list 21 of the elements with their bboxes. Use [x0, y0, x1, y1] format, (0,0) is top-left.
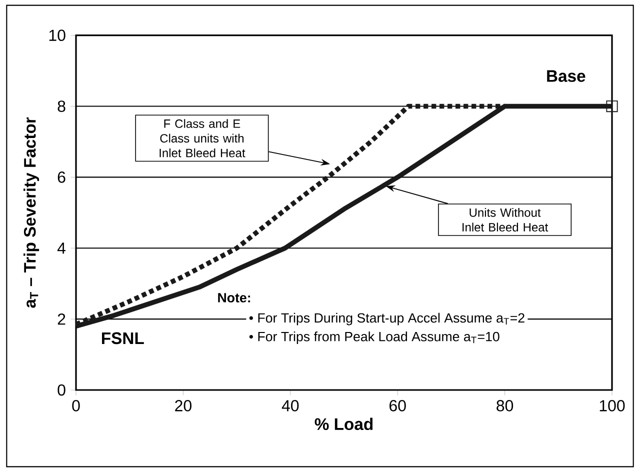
x-tick-label: 0	[72, 400, 80, 412]
x-tick-label: 80	[496, 400, 514, 412]
y-tick-label: 0	[58, 384, 66, 396]
annotation: • For Trips During Start-up Accel Assume a$_{T}$=2	[249, 312, 524, 326]
y-tick-label: 8	[58, 100, 66, 112]
annotation: • For Trips from Peak Load Assume a$_{T}$=10	[249, 332, 500, 344]
x-tick-label: 40	[282, 400, 299, 412]
annotation: F Class and E Class units with Inlet Bleed Heat	[160, 119, 246, 158]
annotation: Units Without Inlet Bleed Heat	[462, 208, 548, 232]
x-tick-label: 20	[175, 400, 192, 412]
y-tick-label: 4	[57, 242, 66, 254]
annotation: Base	[547, 70, 586, 82]
y-tick-label: 2	[58, 313, 66, 325]
x-axis-title: % Load	[314, 418, 373, 430]
y-axis-title: a$_{T}$ – Trip Severity Factor	[24, 117, 40, 308]
y-tick-label: 6	[58, 172, 66, 183]
x-tick-label: 60	[390, 400, 406, 412]
annotation: FSNL	[102, 332, 144, 344]
y-tick-label: 10	[49, 30, 66, 42]
x-tick-label: 100	[600, 400, 625, 412]
annotation: Note:	[218, 293, 250, 302]
